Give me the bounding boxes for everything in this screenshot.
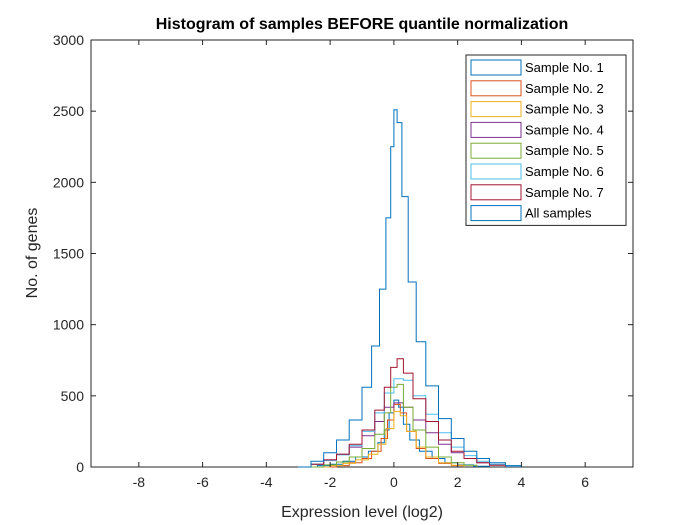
legend-entry-label: Sample No. 3: [525, 102, 604, 117]
y-tick-label: 3000: [53, 32, 84, 48]
y-tick-label: 2000: [53, 174, 84, 190]
x-tick-label: -2: [324, 474, 337, 490]
legend-entry-label: Sample No. 4: [525, 122, 604, 137]
series-line-7: [298, 358, 506, 468]
legend-entry-label: All samples: [525, 206, 592, 221]
series-line-5: [311, 383, 478, 468]
legend-entry-label: Sample No. 1: [525, 60, 604, 75]
legend-swatch: [470, 80, 522, 97]
x-axis-label: Expression level (log2): [281, 504, 443, 521]
y-tick-label: 0: [76, 459, 84, 475]
x-tick-label: 4: [518, 474, 526, 490]
x-tick-label: 6: [581, 474, 589, 490]
series-line-8: [298, 109, 522, 468]
legend-entry-label: Sample No. 2: [525, 81, 604, 96]
y-tick-label: 2500: [53, 103, 84, 119]
legend-swatch: [470, 101, 522, 118]
series-layer: [298, 109, 522, 468]
x-tick-label: -8: [133, 474, 146, 490]
legend-swatch: [470, 121, 522, 138]
y-axis-ticks: 0 500 1000 1500 2000 2500 3000: [53, 32, 633, 475]
legend-swatch: [470, 163, 522, 180]
y-tick-label: 1500: [53, 246, 84, 262]
legend-swatch: [470, 205, 522, 222]
y-axis-label: No. of genes: [24, 208, 41, 299]
legend-box: [465, 54, 627, 226]
legend: Sample No. 1 Sample No. 2 Sample No. 3 Samp…: [465, 54, 627, 226]
y-tick-label: 500: [61, 388, 85, 404]
x-tick-label: -4: [260, 474, 273, 490]
legend-swatch: [470, 142, 522, 159]
y-tick-label: 1000: [53, 317, 84, 333]
legend-entry-label: Sample No. 6: [525, 164, 604, 179]
legend-entry-label: Sample No. 7: [525, 185, 604, 200]
legend-swatch: [470, 59, 522, 76]
x-tick-label: 0: [390, 474, 398, 490]
series-line-3: [317, 411, 465, 468]
x-axis-ticks: -8 -6 -4 -2 0 2 4 6: [133, 40, 589, 490]
chart-title: Histogram of samples BEFORE quantile nor…: [156, 16, 569, 33]
x-tick-label: -6: [196, 474, 209, 490]
legend-swatch: [470, 184, 522, 201]
x-tick-label: 2: [454, 474, 462, 490]
legend-entry-label: Sample No. 5: [525, 143, 604, 158]
